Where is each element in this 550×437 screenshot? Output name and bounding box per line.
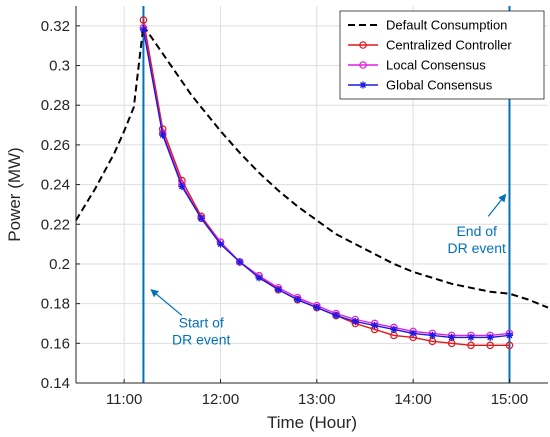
series-line-0	[75, 23, 549, 309]
y-tick-label: 0.2	[49, 256, 70, 273]
data-point	[409, 329, 417, 337]
x-tick-label: 13:00	[298, 391, 336, 408]
legend-marker	[359, 81, 367, 89]
data-point	[371, 321, 379, 330]
data-point	[197, 214, 205, 222]
data-point	[293, 296, 302, 304]
y-tick-label: 0.28	[41, 97, 70, 114]
annotation-text: End of	[456, 223, 497, 239]
data-point	[428, 331, 437, 339]
y-tick-label: 0.14	[41, 375, 70, 392]
data-point	[390, 325, 398, 334]
x-tick-label: 15:00	[491, 391, 529, 408]
grid	[76, 6, 548, 384]
data-point	[351, 317, 359, 326]
legend-entry: Centralized Controller	[348, 38, 512, 53]
y-tick-label: 0.24	[41, 177, 70, 194]
annotation-arrow	[150, 289, 183, 316]
legend-label: Global Consensus	[386, 78, 493, 93]
data-point	[236, 258, 244, 266]
y-tick-label: 0.18	[41, 296, 70, 313]
data-point	[139, 16, 148, 24]
y-tick-label: 0.22	[41, 216, 70, 233]
y-tick-label: 0.16	[41, 335, 70, 352]
data-point	[505, 341, 514, 350]
data-point	[332, 311, 340, 320]
legend-label: Local Consensus	[386, 58, 486, 73]
y-tick-label: 0.26	[41, 137, 70, 154]
data-point	[505, 331, 514, 339]
data-point	[139, 26, 148, 34]
legend-label: Centralized Controller	[386, 38, 512, 53]
data-point	[216, 240, 225, 248]
y-axis-label: Power (MW)	[5, 147, 24, 241]
data-point	[313, 304, 321, 312]
y-tick-label: 0.32	[41, 18, 70, 35]
annotation-text: DR event	[448, 240, 506, 256]
series	[75, 16, 549, 350]
data-point	[448, 333, 456, 341]
legend-marker	[359, 61, 367, 69]
x-axis-label: Time (Hour)	[267, 413, 357, 432]
legend: Default Consumption Centralized Controlle…	[339, 10, 545, 100]
data-point	[178, 182, 186, 191]
y-tick-label: 0.3	[49, 58, 70, 75]
axes: 11:00 12:00 13:00 14:00 15:00 0.14 0.16 0.18 0.2…	[41, 6, 548, 408]
annotation-text: DR event	[172, 331, 230, 347]
legend-marker	[359, 41, 367, 49]
x-tick-label: 14:00	[394, 391, 432, 408]
x-tick-label: 11:00	[106, 391, 142, 408]
legend-label: Default Consumption	[386, 18, 507, 33]
data-point	[467, 341, 475, 350]
x-tick-label: 12:00	[202, 391, 240, 408]
data-point	[467, 333, 475, 341]
annotation-arrow	[487, 193, 507, 217]
legend-entry: Default Consumption	[348, 18, 507, 33]
data-point	[486, 341, 495, 350]
annotation-text: Start of	[179, 314, 224, 330]
data-point	[255, 274, 263, 282]
series-3	[139, 26, 514, 341]
legend-entry: Global Consensus	[348, 78, 493, 93]
data-point	[486, 333, 494, 341]
legend-entry: Local Consensus	[348, 58, 486, 73]
data-point	[159, 131, 167, 139]
data-point	[274, 286, 282, 294]
series-0	[75, 23, 549, 309]
